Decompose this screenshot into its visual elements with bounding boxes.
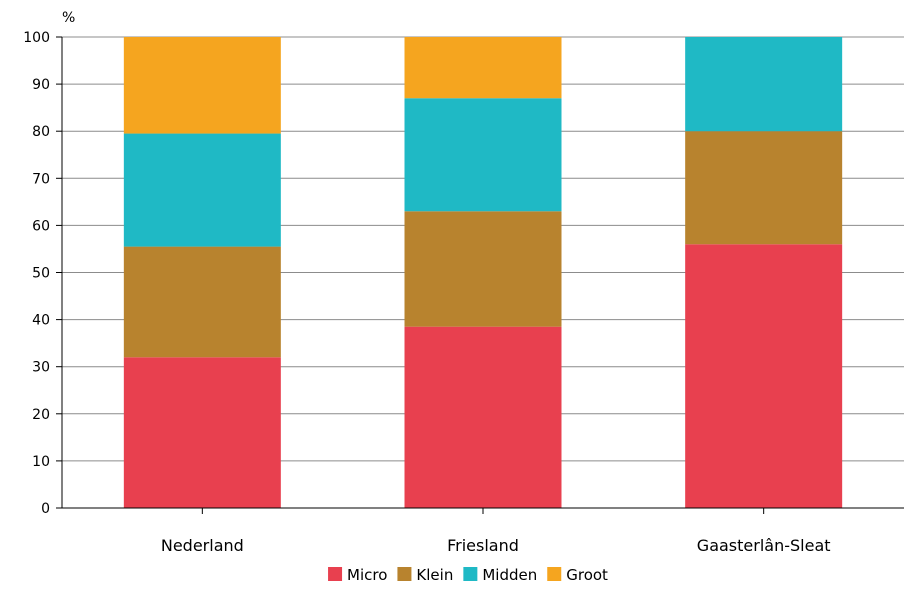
- x-category-label: Friesland: [447, 536, 519, 555]
- bar-midden-0: [123, 133, 281, 247]
- y-tick-label: 40: [32, 313, 50, 329]
- y-axis-unit-label: %: [62, 10, 75, 26]
- bar-groot-0: [123, 37, 281, 134]
- bar-micro-0: [123, 357, 281, 508]
- y-tick-label: 100: [23, 30, 50, 46]
- y-tick-label: 60: [32, 218, 50, 234]
- y-tick-label: 10: [32, 454, 50, 470]
- y-tick-label: 80: [32, 124, 50, 140]
- legend-label-groot: Groot: [566, 566, 608, 584]
- legend-label-klein: Klein: [416, 566, 453, 584]
- y-tick-label: 70: [32, 171, 50, 187]
- y-axis-ticks: 0 10 20 30 40 50 60 70 80 90 100: [23, 30, 62, 517]
- y-tick-label: 0: [41, 501, 50, 517]
- y-tick-label: 20: [32, 407, 50, 423]
- bar-micro-2: [685, 244, 843, 509]
- bar-klein-2: [685, 131, 843, 245]
- bar-midden-1: [404, 98, 562, 212]
- y-tick-label: 30: [32, 360, 50, 376]
- bar-micro-1: [404, 326, 562, 508]
- x-category-label: Gaasterlân-Sleat: [697, 536, 831, 555]
- legend: Micro Klein Midden Groot: [328, 566, 608, 584]
- x-category-label: Nederland: [161, 536, 244, 555]
- legend-label-micro: Micro: [347, 566, 387, 584]
- legend-swatch-midden: [463, 567, 478, 581]
- y-tick-label: 90: [32, 77, 50, 93]
- bar-klein-0: [123, 246, 281, 358]
- y-tick-label: 50: [32, 266, 50, 282]
- bar-midden-2: [685, 37, 843, 132]
- bar-groot-1: [404, 37, 562, 99]
- legend-swatch-micro: [328, 567, 343, 581]
- legend-swatch-klein: [397, 567, 412, 581]
- legend-label-midden: Midden: [482, 566, 537, 584]
- legend-swatch-groot: [547, 567, 562, 581]
- bars: [123, 37, 843, 509]
- bar-klein-1: [404, 211, 562, 327]
- x-axis-labels: Nederland Friesland Gaasterlân-Sleat: [161, 508, 831, 555]
